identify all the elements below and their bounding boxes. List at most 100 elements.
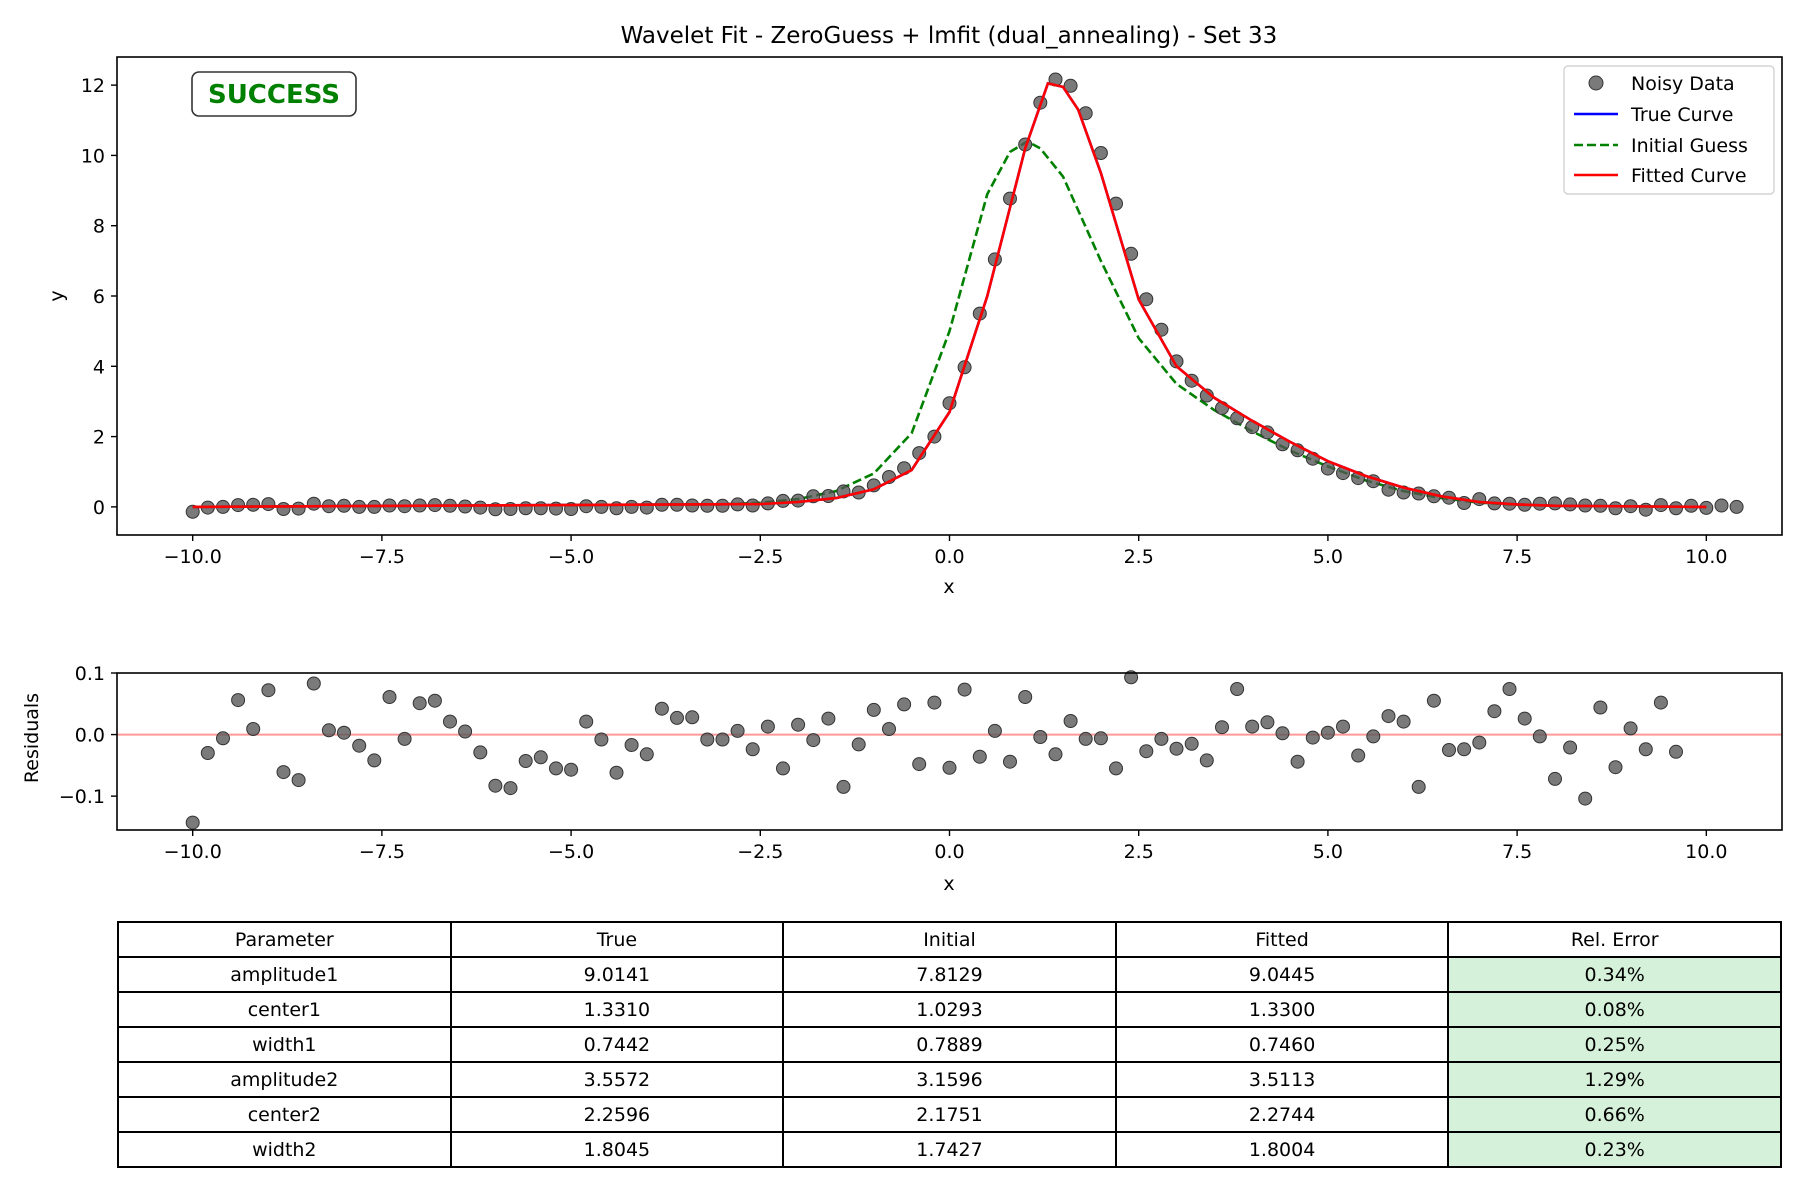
cell-fitted: 3.5113 bbox=[1114, 1061, 1450, 1098]
legend-label-noisy-data: Noisy Data bbox=[1631, 73, 1735, 95]
residual-point bbox=[715, 732, 730, 747]
residual-point bbox=[1563, 740, 1578, 755]
cell-rel-error: 0.34% bbox=[1447, 956, 1782, 993]
cell-initial: 1.7427 bbox=[782, 1131, 1117, 1168]
residual-point bbox=[533, 750, 548, 765]
cell-rel-error: 0.66% bbox=[1447, 1096, 1782, 1133]
residual-point bbox=[1260, 715, 1275, 730]
residual-point bbox=[897, 697, 912, 712]
residual-point bbox=[987, 723, 1002, 738]
noisy-data-point bbox=[1608, 501, 1623, 516]
noisy-data-point bbox=[261, 497, 276, 512]
cell-true: 3.5572 bbox=[449, 1061, 785, 1098]
residual-point bbox=[1381, 709, 1396, 724]
residual-point bbox=[745, 742, 760, 757]
residual-point bbox=[670, 710, 684, 725]
residuals-y-tick-label: −0.1 bbox=[59, 786, 105, 808]
status-badge: SUCCESS bbox=[191, 71, 357, 117]
true-curve-line bbox=[192, 81, 1707, 509]
residual-point bbox=[1124, 670, 1139, 685]
noisy-data-point bbox=[276, 502, 291, 516]
residual-point bbox=[216, 731, 230, 746]
main-y-tick-label: 6 bbox=[93, 286, 105, 308]
residual-point bbox=[1154, 731, 1169, 746]
residual-point bbox=[321, 723, 336, 738]
cell-initial: 3.1596 bbox=[782, 1061, 1117, 1098]
table-row: amplitude1 9.0141 7.8129 9.0445 0.34% bbox=[117, 956, 1782, 993]
residual-point bbox=[836, 779, 851, 794]
cell-fitted: 1.3300 bbox=[1114, 991, 1450, 1028]
noisy-data-point bbox=[1472, 492, 1487, 507]
residual-point bbox=[942, 760, 957, 775]
main-y-tick-label: 0 bbox=[93, 497, 105, 519]
noisy-data-point bbox=[1563, 497, 1578, 512]
residual-point bbox=[972, 749, 987, 764]
noisy-data-point bbox=[639, 500, 654, 515]
residual-point bbox=[1593, 700, 1608, 715]
legend-label-true-curve: True Curve bbox=[1630, 104, 1733, 126]
main-x-tick-label: 7.5 bbox=[1502, 546, 1532, 568]
main-x-tick-label: 5.0 bbox=[1313, 546, 1343, 568]
chart-title: Wavelet Fit - ZeroGuess + lmfit (dual_an… bbox=[621, 23, 1278, 49]
residual-point bbox=[427, 693, 442, 708]
table-row: center1 1.3310 1.0293 1.3300 0.08% bbox=[117, 991, 1782, 1028]
main-y-axis-label: y bbox=[46, 290, 68, 301]
legend-label-initial-guess: Initial Guess bbox=[1631, 135, 1748, 157]
residual-point bbox=[579, 714, 594, 729]
table-row: amplitude2 3.5572 3.1596 3.5113 1.29% bbox=[117, 1061, 1782, 1098]
residual-point bbox=[458, 724, 473, 739]
cell-parameter: amplitude2 bbox=[117, 1061, 452, 1098]
residual-point bbox=[1199, 753, 1214, 768]
cell-parameter: amplitude1 bbox=[117, 956, 452, 993]
noisy-data-point bbox=[715, 498, 730, 513]
residuals-x-tick-label: −5.0 bbox=[548, 841, 594, 863]
header-rel-error: Rel. Error bbox=[1447, 921, 1782, 958]
residual-point bbox=[685, 710, 700, 725]
residual-point bbox=[609, 765, 624, 780]
residual-point bbox=[851, 737, 866, 752]
main-y-tick-label: 10 bbox=[81, 145, 105, 167]
residual-point bbox=[730, 723, 745, 738]
cell-fitted: 1.8004 bbox=[1114, 1131, 1450, 1168]
residual-point bbox=[1472, 735, 1487, 750]
residual-point bbox=[1320, 725, 1335, 740]
noisy-data-point bbox=[745, 498, 760, 513]
residuals-x-tick-label: 0.0 bbox=[934, 841, 964, 863]
residual-point bbox=[1336, 719, 1350, 734]
status-badge-text: SUCCESS bbox=[208, 80, 340, 110]
noisy-data-point bbox=[231, 498, 246, 513]
residual-point bbox=[1366, 729, 1381, 744]
noisy-data-point bbox=[533, 501, 548, 516]
residuals-x-tick-label: 2.5 bbox=[1124, 841, 1154, 863]
main-x-axis-label: x bbox=[943, 576, 954, 598]
residual-point bbox=[1669, 744, 1683, 759]
noisy-data-point bbox=[246, 497, 261, 512]
residual-point bbox=[473, 745, 488, 760]
residual-point bbox=[291, 773, 306, 788]
residual-point bbox=[624, 738, 639, 752]
header-true: True bbox=[449, 921, 785, 958]
noisy-data-point bbox=[594, 499, 609, 514]
residual-point bbox=[1442, 743, 1456, 757]
residuals-x-tick-label: 7.5 bbox=[1502, 841, 1532, 863]
cell-fitted: 9.0445 bbox=[1114, 956, 1450, 993]
residual-point bbox=[443, 714, 457, 729]
cell-true: 2.2596 bbox=[449, 1096, 785, 1133]
residual-point bbox=[564, 762, 579, 777]
residual-point bbox=[1275, 726, 1290, 741]
residual-point bbox=[594, 732, 609, 747]
cell-rel-error: 0.08% bbox=[1447, 991, 1782, 1028]
main-x-tick-label: −10.0 bbox=[164, 546, 222, 568]
legend: Noisy Data True Curve Initial Guess Fitt… bbox=[1563, 65, 1775, 195]
cell-true: 9.0141 bbox=[449, 956, 785, 993]
residual-point bbox=[503, 781, 518, 796]
residual-point bbox=[1351, 748, 1366, 763]
residual-point bbox=[1109, 761, 1123, 776]
residual-point bbox=[1623, 721, 1638, 736]
cell-rel-error: 0.23% bbox=[1447, 1131, 1782, 1168]
residuals-plot: −10.0 −7.5 −5.0 −2.5 0.0 2.5 5.0 7.5 10.0 0.1 0.0… bbox=[21, 663, 1783, 895]
residuals-y-tick-label: 0.0 bbox=[75, 725, 105, 747]
residual-point bbox=[912, 757, 927, 772]
main-y-tick-label: 8 bbox=[93, 216, 105, 238]
main-plot: −10.0 −7.5 −5.0 −2.5 0.0 2.5 5.0 7.5 10.0 0 2 4 6 8 1… bbox=[46, 56, 1783, 598]
